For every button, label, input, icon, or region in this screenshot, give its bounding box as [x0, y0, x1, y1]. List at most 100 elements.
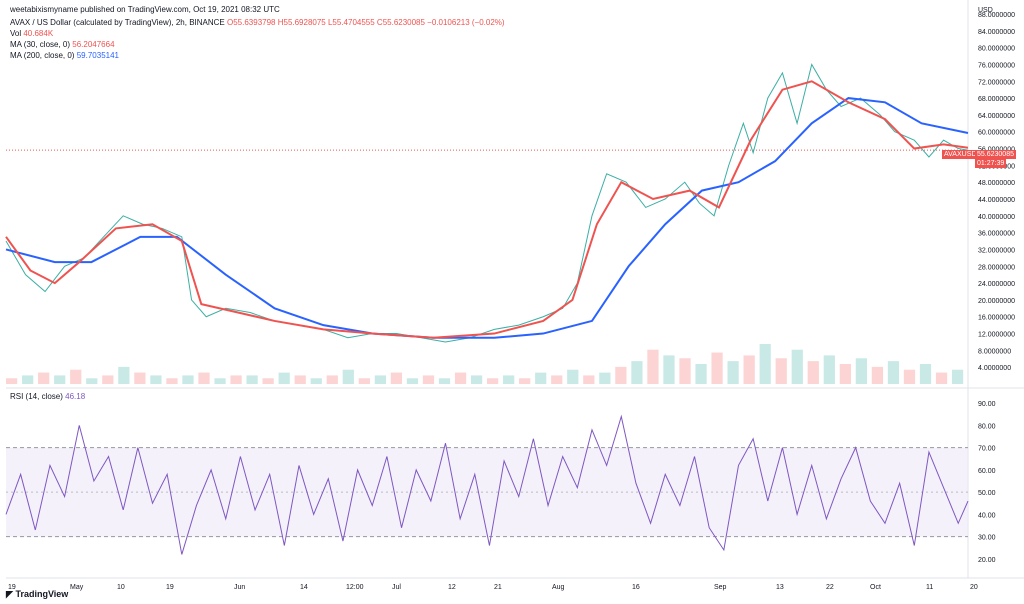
price-tick-label: 40.0000000	[978, 214, 1015, 221]
volume-bar	[150, 375, 162, 384]
bar-countdown-tag: 01:27:39	[975, 159, 1007, 168]
rsi-series	[5, 414, 969, 555]
ohlc-values: O55.6393798 H55.6928075 L55.4704555 C55.…	[227, 18, 505, 27]
last-price-tag: 55.6230085	[975, 150, 1016, 159]
volume-bar	[134, 372, 146, 384]
ma30-legend: MA (30, close, 0) 56.2047664	[10, 40, 115, 50]
volume-bar	[759, 344, 771, 384]
volume-bar	[615, 366, 627, 384]
time-tick-label: 21	[494, 584, 502, 591]
volume-bar	[422, 375, 435, 384]
rsi-tick-label: 40.00	[978, 512, 996, 519]
rsi-tick-label: 80.00	[978, 423, 996, 430]
rsi-value: 46.18	[65, 392, 86, 401]
volume-bar	[230, 375, 242, 384]
rsi-tick-label: 60.00	[978, 468, 996, 475]
volume-bar	[470, 375, 483, 384]
price-close-series	[5, 63, 969, 343]
time-tick-label: Aug	[552, 584, 565, 591]
volume-bar	[374, 375, 386, 384]
price-tick-label: 72.0000000	[978, 79, 1015, 86]
price-tick-label: 28.0000000	[978, 264, 1015, 271]
volume-bar	[118, 366, 130, 384]
time-tick-label: 14	[300, 584, 308, 591]
volume-bar	[262, 378, 274, 384]
volume-bar	[791, 349, 803, 384]
price-tick-label: 76.0000000	[978, 62, 1015, 69]
price-tick-label: 88.0000000	[978, 12, 1015, 19]
ma200-label: MA (200, close, 0)	[10, 51, 75, 60]
volume-bar	[503, 375, 515, 384]
time-tick-label: Sep	[714, 584, 727, 591]
rsi-legend: RSI (14, close) 46.18	[10, 392, 85, 402]
rsi-tick-label: 90.00	[978, 401, 996, 408]
volume-bar	[535, 372, 547, 384]
rsi-tick-label: 30.00	[978, 535, 996, 542]
volume-bar	[887, 361, 900, 384]
price-tick-label: 36.0000000	[978, 231, 1015, 238]
volume-bar	[487, 378, 499, 384]
volume-bar	[54, 375, 66, 384]
time-tick-label: 20	[970, 584, 978, 591]
volume-bar	[567, 369, 579, 384]
volume-bar	[631, 361, 643, 384]
volume-bar	[519, 378, 531, 384]
volume-bar	[599, 372, 611, 384]
volume-bar	[326, 375, 338, 384]
volume-bar	[166, 378, 178, 384]
volume-bar	[583, 375, 595, 384]
price-tick-label: 4.0000000	[978, 365, 1011, 372]
price-tick-label: 24.0000000	[978, 281, 1015, 288]
ma200-value: 59.7035141	[76, 51, 119, 60]
volume-bar	[551, 375, 563, 384]
volume-bar	[903, 369, 916, 384]
time-tick-label: 19	[8, 584, 16, 591]
time-tick-label: 19	[166, 584, 174, 591]
rsi-tick-label: 20.00	[978, 557, 996, 564]
price-tick-label: 84.0000000	[978, 29, 1015, 36]
volume-bar	[182, 375, 194, 384]
price-tick-label: 44.0000000	[978, 197, 1015, 204]
symbol-legend: AVAX / US Dollar (calculated by TradingV…	[10, 18, 505, 28]
volume-value: 40.684K	[23, 29, 54, 38]
time-tick-label: 22	[826, 584, 834, 591]
tradingview-brand: TradingView	[15, 589, 69, 599]
volume-bar	[919, 364, 932, 384]
price-tick-label: 48.0000000	[978, 180, 1015, 187]
volume-bar	[727, 361, 739, 384]
volume-bar	[342, 369, 354, 384]
volume-bar	[663, 355, 675, 384]
symbol-price-tag: AVAXUSD	[942, 150, 979, 159]
price-tick-label: 68.0000000	[978, 96, 1015, 103]
volume-bar	[807, 361, 819, 384]
symbol-line: AVAX / US Dollar (calculated by TradingV…	[10, 18, 225, 27]
volume-label: Vol	[10, 29, 22, 38]
volume-bar	[86, 378, 98, 384]
volume-bar	[454, 372, 467, 384]
volume-bar	[390, 372, 403, 384]
volume-bar	[679, 358, 691, 384]
volume-bar	[823, 355, 835, 384]
tradingview-icon: ◤	[6, 589, 13, 599]
volume-bar	[246, 375, 258, 384]
price-tick-label: 60.0000000	[978, 130, 1015, 137]
time-tick-label: 16	[632, 584, 640, 591]
volume-bar	[743, 355, 755, 384]
volume-bar	[358, 378, 370, 384]
volume-bar	[102, 375, 114, 384]
volume-bar	[775, 358, 787, 384]
price-tick-label: 64.0000000	[978, 113, 1015, 120]
rsi-tick-label: 70.00	[978, 446, 996, 453]
ma30-value: 56.2047664	[72, 40, 115, 49]
volume-bar	[70, 369, 82, 384]
volume-bar	[935, 372, 948, 384]
time-tick-label: 12	[448, 584, 456, 591]
price-tick-label: 32.0000000	[978, 247, 1015, 254]
rsi-label: RSI (14, close)	[10, 392, 63, 401]
volume-bar	[951, 369, 964, 384]
price-tick-label: 8.0000000	[978, 348, 1011, 355]
volume-bar	[406, 378, 419, 384]
volume-legend: Vol 40.684K	[10, 29, 53, 39]
volume-bar	[711, 352, 723, 384]
